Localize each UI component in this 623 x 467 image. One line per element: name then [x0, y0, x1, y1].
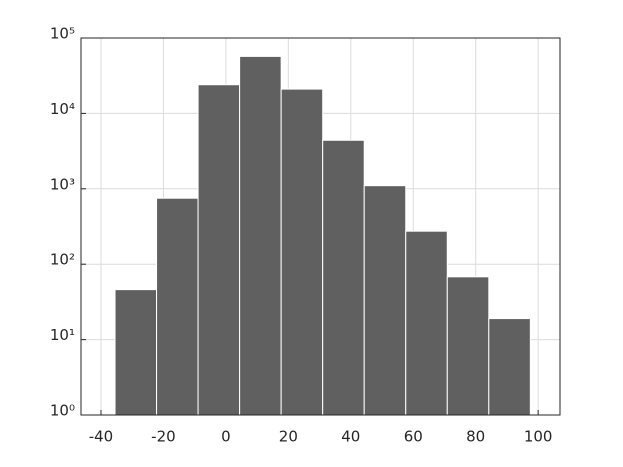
axes-box — [80, 37, 561, 416]
y-tick-label: 10⁰ — [50, 402, 75, 420]
x-tick-label: 0 — [221, 428, 231, 446]
x-tick-label: 60 — [404, 428, 423, 446]
bar — [363, 185, 407, 416]
bar — [239, 55, 282, 416]
bar — [488, 318, 531, 416]
bar — [114, 289, 158, 416]
bar — [405, 230, 448, 416]
x-tick-label: 80 — [466, 428, 485, 446]
x-tick-label: 100 — [524, 428, 553, 446]
y-tick-label: 10³ — [50, 175, 75, 193]
bar — [197, 84, 241, 416]
bar — [280, 88, 324, 416]
y-tick-label: 10² — [50, 251, 75, 269]
bar — [322, 139, 365, 416]
y-tick-label: 10⁴ — [50, 100, 75, 118]
x-tick-label: -20 — [151, 428, 176, 446]
y-tick-label: 10¹ — [50, 326, 75, 344]
x-tick-label: 40 — [341, 428, 360, 446]
bar — [156, 197, 199, 416]
y-tick-label: 10⁵ — [50, 25, 75, 43]
x-tick-label: -40 — [89, 428, 114, 446]
x-tick-label: 20 — [279, 428, 298, 446]
bar — [446, 276, 490, 416]
